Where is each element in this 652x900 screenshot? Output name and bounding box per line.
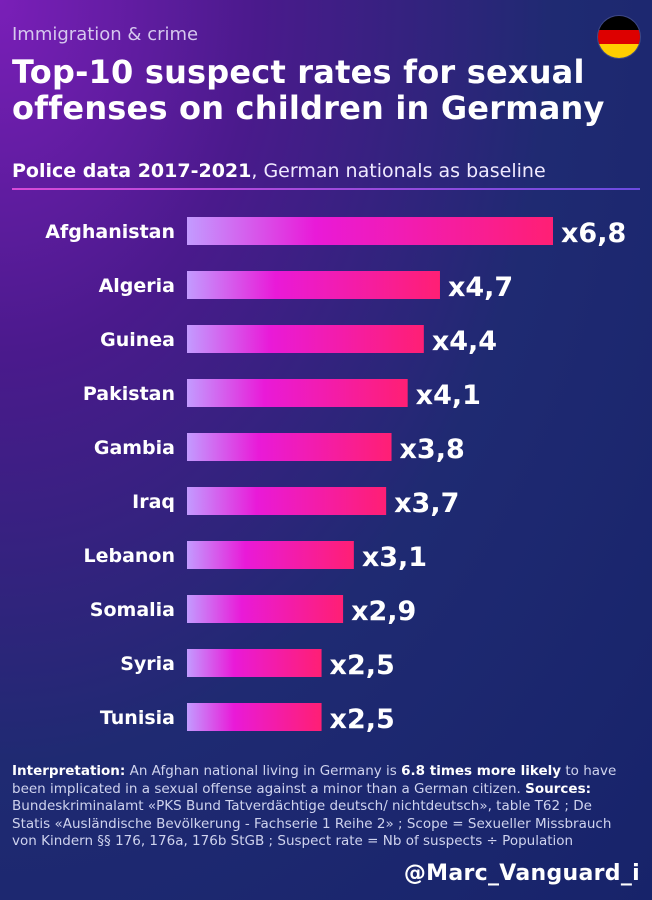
germany-flag-icon [598,16,640,58]
value-label: x6,8 [561,218,626,249]
subtitle-divider [12,188,640,190]
footnote: Interpretation: An Afghan national livin… [12,763,634,851]
interpretation-text-2: to have been implicated in a sexual offe… [12,763,617,797]
value-label: x4,1 [416,380,481,411]
subtitle-bold: Police data 2017-2021 [12,160,252,182]
category-label: Guinea [100,329,175,351]
category-label: Gambia [94,437,175,459]
category-label: Pakistan [83,383,175,405]
category-label: Syria [120,653,175,675]
sources-text: Bundeskriminalamt «PKS Bund Tatverdächti… [12,798,612,849]
bar [187,703,322,731]
bar-chart: Afghanistan x6,8 Algeria x4,7 Guinea x4,4 Paki… [45,217,626,735]
value-label: x3,7 [394,488,459,519]
value-label: x2,5 [330,650,395,681]
bar [187,271,440,299]
interpretation-emphasis: 6.8 times more likely [401,763,562,779]
chart-title: Top-10 suspect rates for sexual offenses… [12,53,605,127]
category-label: Tunisia [100,707,175,729]
value-label: x2,9 [351,596,416,627]
interpretation-text-1: An Afghan national living in Germany is [125,763,402,779]
bar [187,595,344,623]
category-label: Somalia [90,599,175,621]
value-label: x2,5 [330,704,395,735]
kicker-text: Immigration & crime [12,24,199,45]
bar [187,379,408,407]
value-label: x3,1 [362,542,427,573]
author-handle: @Marc_Vanguard_i [403,861,640,886]
bar [187,325,424,353]
sources-label: Sources: [525,780,591,797]
category-label: Lebanon [83,545,175,567]
bar [187,487,387,515]
bar [187,217,553,245]
bar [187,649,322,677]
chart-subtitle: Police data 2017-2021, German nationals … [12,160,642,182]
value-label: x4,7 [448,272,513,303]
value-label: x3,8 [400,434,465,465]
category-label: Afghanistan [45,221,175,243]
subtitle-rest: , German nationals as baseline [251,160,546,182]
category-label: Iraq [132,491,175,513]
value-label: x4,4 [432,326,497,357]
category-label: Algeria [99,275,175,297]
interpretation-label: Interpretation: [12,763,126,779]
bar [187,541,354,569]
bar [187,433,392,461]
